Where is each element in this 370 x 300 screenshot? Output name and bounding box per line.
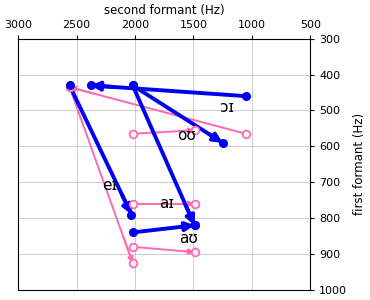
Text: oʊ: oʊ [177,128,196,143]
Text: ɔɪ: ɔɪ [220,100,234,115]
X-axis label: second formant (Hz): second formant (Hz) [104,4,225,17]
Text: aɪ: aɪ [159,196,175,211]
Text: eɪ: eɪ [102,178,117,193]
Y-axis label: first formant (Hz): first formant (Hz) [353,113,366,215]
Text: aʊ: aʊ [179,231,198,246]
